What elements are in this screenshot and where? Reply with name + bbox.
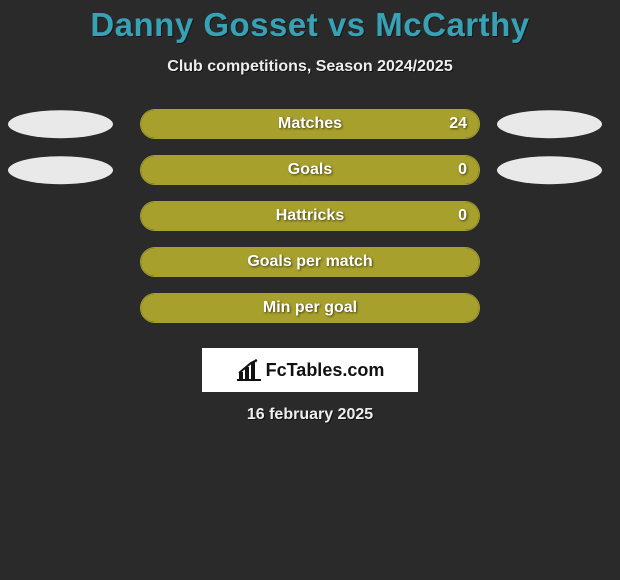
subtitle: Club competitions, Season 2024/2025 (0, 58, 620, 76)
stat-bar: Hattricks0 (140, 201, 480, 231)
player-right-marker (497, 156, 602, 184)
player-right-marker (497, 110, 602, 138)
stat-label: Goals per match (141, 253, 479, 271)
stat-value: 24 (449, 115, 467, 133)
date-label: 16 february 2025 (0, 406, 620, 424)
stat-row: Goals0 (0, 150, 620, 196)
brand-badge[interactable]: FcTables.com (202, 348, 418, 392)
stat-row: Goals per match (0, 242, 620, 288)
bar-chart-icon (236, 359, 262, 381)
stat-row: Matches24 (0, 104, 620, 150)
stat-label: Min per goal (141, 299, 479, 317)
stat-label: Goals (141, 161, 479, 179)
stat-row: Min per goal (0, 288, 620, 334)
brand-text: FcTables.com (266, 360, 385, 381)
player-left-marker (8, 110, 113, 138)
player-left-marker (8, 156, 113, 184)
stat-value: 0 (458, 207, 467, 225)
page-title: Danny Gosset vs McCarthy (0, 6, 620, 44)
stat-bar: Goals0 (140, 155, 480, 185)
comparison-card: Danny Gosset vs McCarthy Club competitio… (0, 0, 620, 580)
stat-rows: Matches24Goals0Hattricks0Goals per match… (0, 104, 620, 334)
stat-bar: Min per goal (140, 293, 480, 323)
stat-label: Hattricks (141, 207, 479, 225)
stat-value: 0 (458, 161, 467, 179)
stat-label: Matches (141, 115, 479, 133)
stat-row: Hattricks0 (0, 196, 620, 242)
stat-bar: Goals per match (140, 247, 480, 277)
stat-bar: Matches24 (140, 109, 480, 139)
